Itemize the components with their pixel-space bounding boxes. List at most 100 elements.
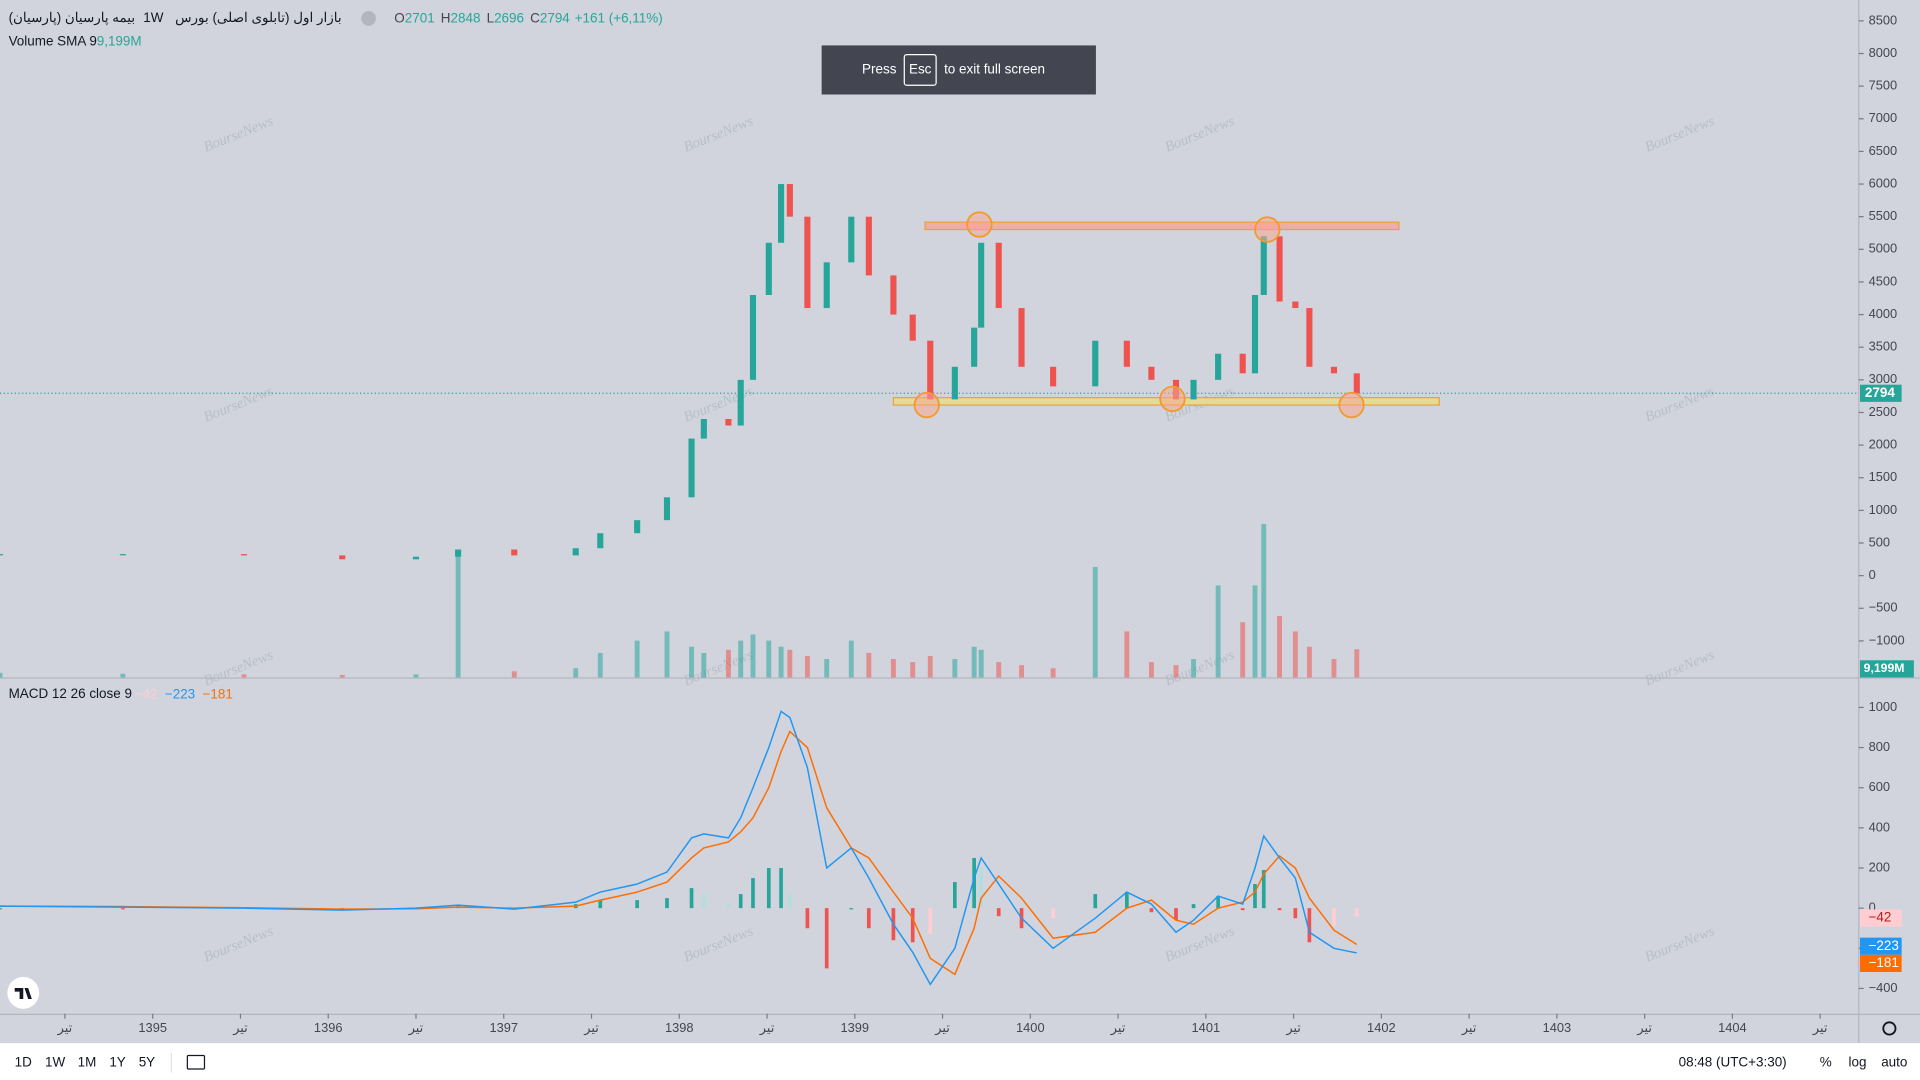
candle xyxy=(848,216,855,263)
volume-bar xyxy=(848,640,854,678)
histogram-bar xyxy=(726,904,731,909)
volume-bar xyxy=(952,659,958,678)
volume-bar xyxy=(1331,659,1337,678)
candle xyxy=(119,554,126,556)
range-button[interactable]: 1Y xyxy=(109,1054,125,1069)
x-tick-label: تیر xyxy=(57,1020,73,1036)
histogram-bar xyxy=(824,908,829,969)
toast-text: to exit full screen xyxy=(944,62,1045,77)
histogram-bar xyxy=(1093,894,1098,909)
interval[interactable]: 1W xyxy=(143,10,163,25)
macd-line xyxy=(0,710,1357,986)
x-tick-label: تیر xyxy=(408,1020,424,1036)
scale-option[interactable]: auto xyxy=(1881,1054,1907,1069)
candle xyxy=(971,327,978,367)
candle xyxy=(995,242,1002,309)
market: بازار اول (تابلوی اصلی) بورس xyxy=(175,10,341,26)
y-tick-label: 7000 xyxy=(1869,110,1898,125)
candle xyxy=(978,242,985,328)
axis-tag-label: −181 xyxy=(1869,955,1899,970)
volume-bar xyxy=(927,655,933,678)
candle xyxy=(1330,366,1338,374)
histogram-bar xyxy=(1293,908,1298,919)
macd-title: MACD 12 26 close 9 xyxy=(9,686,132,701)
x-tick-label: تیر xyxy=(1636,1020,1652,1036)
ohlc-value: 2701 xyxy=(405,10,435,25)
candle xyxy=(1123,340,1130,367)
ohlc-value: 2696 xyxy=(494,10,524,25)
candle xyxy=(700,419,707,439)
range-button[interactable]: 1D xyxy=(15,1054,32,1069)
ohlc-key: H xyxy=(441,10,451,25)
histogram-bar xyxy=(635,900,639,909)
x-tick-label: 1398 xyxy=(665,1020,694,1035)
x-tick-label: 1402 xyxy=(1367,1020,1396,1035)
y-tick-label: −400 xyxy=(1869,980,1898,995)
range-button[interactable]: 1M xyxy=(78,1054,97,1069)
y-tick-label: 1500 xyxy=(1869,469,1898,484)
volume-bar xyxy=(978,649,984,678)
macd-legend-value: −181 xyxy=(203,686,233,701)
volume-bar xyxy=(866,652,872,678)
pivot-marker xyxy=(1338,391,1365,419)
x-tick-label: 1403 xyxy=(1543,1020,1572,1035)
bottom-toolbar xyxy=(0,1043,1920,1080)
x-tick-label: 1396 xyxy=(314,1020,343,1035)
histogram-bar xyxy=(996,908,1001,917)
scale-option[interactable]: % xyxy=(1820,1054,1832,1069)
range-button[interactable]: 5Y xyxy=(139,1054,155,1069)
histogram-bar xyxy=(1240,908,1245,911)
x-tick-label: تیر xyxy=(1461,1020,1477,1036)
pivot-marker xyxy=(966,211,993,238)
candle xyxy=(0,554,4,556)
compare-icon[interactable] xyxy=(186,1054,206,1070)
candle xyxy=(951,366,958,400)
histogram-bar xyxy=(751,878,755,909)
toast-press: Press xyxy=(862,62,897,77)
axis-tag xyxy=(1860,954,1902,972)
y-tick-label: 3000 xyxy=(1869,371,1898,386)
volume-bar xyxy=(1354,649,1360,678)
volume-bar xyxy=(750,634,756,678)
range-button[interactable]: 1W xyxy=(45,1054,65,1069)
volume-bar xyxy=(1173,665,1179,678)
status-dot xyxy=(361,11,376,26)
candle xyxy=(749,294,757,380)
volume-bar xyxy=(996,662,1002,678)
x-tick-label: تیر xyxy=(1110,1020,1126,1036)
candle xyxy=(1251,294,1259,374)
candle xyxy=(339,555,346,560)
settings[interactable] xyxy=(1882,1021,1897,1036)
volume-bar xyxy=(1019,665,1024,678)
candle xyxy=(1276,236,1283,302)
candle xyxy=(455,549,462,557)
candle xyxy=(823,262,830,309)
volume-bar xyxy=(804,655,810,678)
candle xyxy=(786,184,793,217)
y-tick-label: −500 xyxy=(1869,600,1898,615)
x-tick-label: 1400 xyxy=(1016,1020,1045,1035)
volume-bar xyxy=(1191,659,1196,678)
histogram-bar xyxy=(766,868,771,909)
volume-bar xyxy=(413,674,419,678)
clock: 08:48 (UTC+3:30) xyxy=(1679,1054,1787,1069)
histogram-bar xyxy=(665,898,669,909)
candle xyxy=(1190,379,1197,400)
volume-bar xyxy=(1277,616,1283,678)
x-tick-label: 1404 xyxy=(1718,1020,1747,1035)
volume-bar xyxy=(890,659,896,678)
volume-bar xyxy=(689,646,695,678)
histogram-bar xyxy=(979,868,984,909)
scale-option[interactable]: log xyxy=(1849,1054,1867,1069)
histogram-bar xyxy=(972,857,976,909)
macd-legend-value: −223 xyxy=(165,686,195,701)
volume-bar xyxy=(778,646,784,678)
candle xyxy=(1215,353,1222,380)
pivot-marker xyxy=(1254,216,1281,243)
x-tick-label: تیر xyxy=(1285,1020,1301,1036)
histogram-bar xyxy=(1216,896,1220,909)
y-tick-label: 3500 xyxy=(1869,339,1898,354)
volume-bar xyxy=(1050,668,1056,678)
key-box xyxy=(903,54,937,86)
y-tick-label: 4500 xyxy=(1869,273,1898,288)
